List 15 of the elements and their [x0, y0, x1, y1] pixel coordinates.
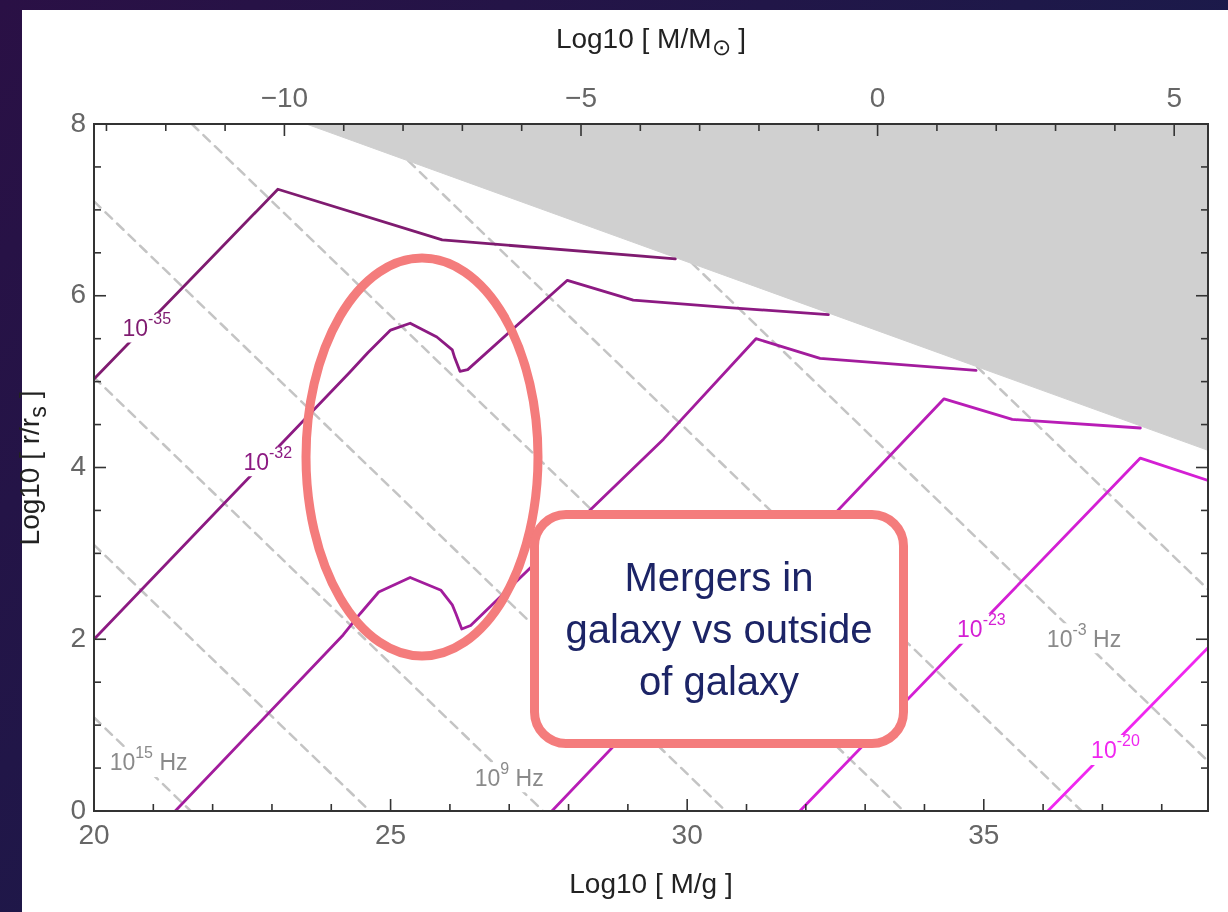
x2-tick-label: 5	[1166, 81, 1182, 113]
callout-box: Mergers in galaxy vs outside of galaxy	[530, 510, 908, 748]
y-tick-label: 6	[70, 278, 86, 310]
x2-tick-label: −5	[565, 81, 597, 113]
x-tick-label: 25	[375, 818, 407, 850]
x2-tick-label: 0	[869, 81, 886, 113]
y-tick-label: 8	[70, 106, 86, 138]
annotation: Mergers in galaxy vs outside of galaxy	[564, 554, 874, 705]
y-tick-label: 2	[70, 621, 86, 653]
y-tick-label: 4	[70, 450, 86, 482]
x2-axis-title: Log10 [ M/M$_{⊙}$ ]	[555, 23, 747, 61]
x-axis-title: Log10 [ M/g ]	[569, 868, 733, 900]
x-tick-label: 30	[671, 818, 703, 850]
x-tick-label: 35	[968, 818, 1000, 850]
x2-tick-label: −10	[260, 81, 309, 113]
